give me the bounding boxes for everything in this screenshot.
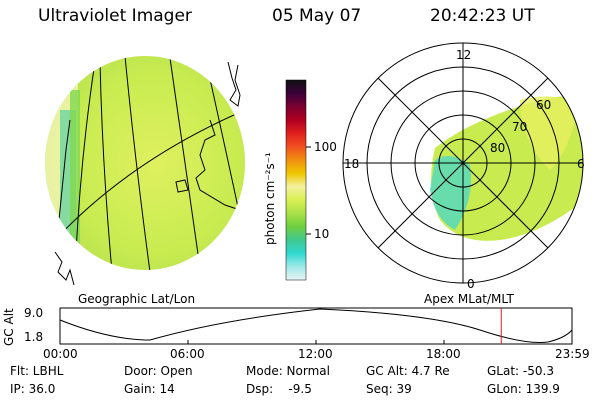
orbit-xtick-0600: 06:00 (170, 347, 205, 361)
colorbar (285, 79, 311, 281)
orbit-xticks (59, 340, 573, 344)
orbit-xtick-1800: 18:00 (426, 347, 461, 361)
orbit-xtick-1200: 12:00 (298, 347, 333, 361)
footer-flt: Flt: LBHL (10, 364, 64, 378)
footer-ip: IP: 36.0 (10, 382, 56, 396)
polar-plot (342, 42, 584, 284)
geo-coastline-outer (54, 61, 241, 286)
polar-cyan-region (430, 156, 471, 230)
footer-gain: Gain: 14 (124, 382, 175, 396)
geo-disk (45, 56, 245, 270)
footer-dsp: Dsp: -9.5 (246, 382, 312, 396)
orbit-xtick-2359: 23:59 (555, 347, 590, 361)
polar-axis-diag2 (377, 77, 549, 249)
orbit-frame (59, 307, 573, 345)
footer-glat: GLat: -50.3 (487, 364, 554, 378)
orbit-xtick-0000: 00:00 (43, 347, 78, 361)
orbit-ytick-high: 9.0 (24, 306, 44, 320)
mlt-label-12: 12 (456, 48, 472, 62)
mlt-label-0: 0 (467, 277, 475, 291)
mlat-label-70: 70 (512, 120, 528, 134)
mlat-label-60: 60 (536, 98, 552, 112)
footer-seq: Seq: 39 (366, 382, 412, 396)
colorbar-strip (285, 79, 307, 281)
orbit-ylabel: GC Alt (2, 308, 16, 346)
observation-time: 20:42:23 UT (430, 6, 535, 26)
polar-panel-label: Apex MLat/MLT (424, 292, 514, 306)
mlt-label-18: 18 (344, 157, 360, 171)
footer-glon: GLon: 139.9 (487, 382, 560, 396)
orbit-ytick-low: 1.8 (24, 330, 44, 344)
geo-latitude-line (54, 109, 245, 241)
polar-bright-region (520, 96, 578, 170)
footer-gc-alt: GC Alt: 4.7 Re (366, 364, 450, 378)
orbit-altitude-curve (59, 308, 573, 343)
colorbar-label-100: 100 (314, 140, 337, 154)
geo-panel-label: Geographic Lat/Lon (78, 292, 196, 306)
geo-image (45, 56, 245, 286)
instrument-title: Ultraviolet Imager (38, 6, 192, 26)
polar-grid (342, 42, 584, 284)
observation-date: 05 May 07 (272, 6, 362, 26)
mlat-label-80: 80 (490, 141, 506, 155)
orbit-panel (59, 307, 573, 345)
colorbar-label-10: 10 (314, 227, 330, 241)
geo-green-band (70, 90, 80, 260)
footer-mode: Mode: Normal (246, 364, 330, 378)
colorbar-unit-label: photon cm⁻²s⁻¹ (263, 152, 277, 245)
mlt-label-6: 6 (577, 157, 585, 171)
footer-door: Door: Open (124, 364, 193, 378)
